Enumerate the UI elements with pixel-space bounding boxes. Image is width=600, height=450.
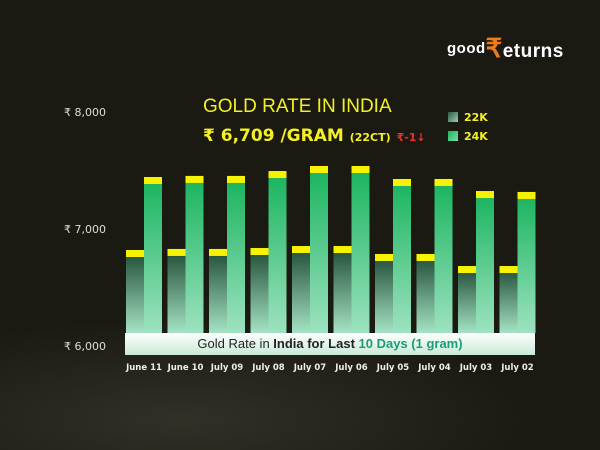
bar-24k (227, 175, 245, 333)
goodreturns-logo: good₹eturns (447, 33, 564, 64)
x-tick-label: July 09 (210, 363, 244, 373)
bar-cap (126, 250, 144, 258)
bar-22k (333, 246, 352, 333)
bar-cap (144, 176, 162, 184)
bar-22k (126, 250, 144, 333)
bar-24k (434, 178, 453, 333)
bar-22k (250, 248, 269, 333)
bar-cap (292, 246, 310, 254)
bar-24k (351, 166, 370, 333)
band-text: Gold Rate in (197, 336, 274, 351)
y-tick-label: ₹ 6,000 (64, 340, 106, 353)
bar-cap (476, 191, 494, 199)
rate-change: ₹-1↓ (396, 131, 426, 144)
legend-swatch-22k (448, 112, 458, 122)
current-rate: ₹ 6,709 /GRAM (22CT) ₹-1↓ (203, 126, 426, 146)
bar-24k (144, 176, 162, 333)
x-tick-label: June 10 (167, 363, 204, 373)
bar-cap (227, 175, 245, 183)
bar-22k (458, 266, 476, 333)
bar-24k (393, 178, 411, 333)
bar-cap (517, 191, 536, 199)
bar-cap (310, 166, 328, 174)
bar-cap (185, 175, 204, 183)
bar-cap (268, 171, 287, 179)
logo-text-eturns: eturns (502, 41, 564, 62)
x-tick-label: July 08 (252, 363, 285, 373)
logo-rupee: ₹ (485, 33, 503, 63)
band-text-highlight: 10 Days (1 gram) (358, 336, 463, 351)
rate-value: ₹ 6,709 /GRAM (203, 126, 344, 146)
y-tick-label: ₹ 8,000 (64, 106, 106, 119)
bar-24k (476, 191, 494, 333)
x-tick-label: July 03 (459, 363, 493, 373)
legend-22k: 22K (448, 111, 488, 124)
x-tick-label: July 06 (335, 363, 368, 373)
band-text-bold: India for Last (273, 336, 359, 351)
bar-22k (499, 266, 518, 333)
x-tick-label: July 02 (501, 363, 534, 373)
chart-title: GOLD RATE IN INDIA (203, 96, 392, 117)
bar-cap (209, 248, 227, 256)
bar-cap (416, 253, 435, 261)
bar-22k (416, 253, 435, 333)
legend-label: 24K (464, 130, 488, 143)
chart-subtitle-band: Gold Rate in India for Last 10 Days (1 g… (125, 333, 535, 355)
bar-22k (167, 248, 186, 333)
y-tick-label: ₹ 7,000 (64, 223, 106, 236)
rate-carat: (22CT) (349, 131, 391, 144)
bar-cap (375, 253, 393, 261)
legend-swatch-24k (448, 131, 458, 141)
x-tick-label: July 04 (418, 363, 451, 373)
bar-24k (310, 166, 328, 333)
x-tick-label: July 07 (293, 363, 327, 373)
bar-cap (167, 248, 186, 256)
bar-22k (209, 248, 227, 333)
legend-24k: 24K (448, 130, 488, 143)
legend-label: 22K (464, 111, 488, 124)
x-tick-label: June 11 (126, 363, 162, 373)
x-tick-label: July 05 (376, 363, 410, 373)
bar-24k (185, 175, 204, 333)
logo-text-good: good (447, 40, 486, 57)
bar-cap (458, 266, 476, 274)
bar-cap (250, 248, 269, 256)
bar-cap (333, 246, 352, 254)
bar-cap (434, 178, 453, 186)
bar-cap (351, 166, 370, 174)
bar-24k (268, 171, 287, 333)
bar-cap (393, 178, 411, 186)
bar-22k (292, 246, 310, 333)
bar-22k (375, 253, 393, 333)
bar-24k (517, 191, 536, 333)
bar-cap (499, 266, 518, 274)
